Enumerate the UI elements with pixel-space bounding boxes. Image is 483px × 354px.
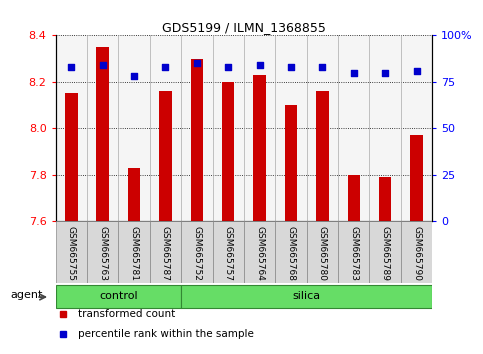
Text: agent: agent <box>10 290 43 300</box>
Point <box>193 61 201 66</box>
Text: GSM665752: GSM665752 <box>192 226 201 281</box>
FancyBboxPatch shape <box>307 221 338 283</box>
Bar <box>222 82 235 221</box>
Point <box>130 73 138 79</box>
Text: GSM665787: GSM665787 <box>161 226 170 281</box>
Point <box>319 64 327 70</box>
FancyBboxPatch shape <box>118 221 150 283</box>
Text: silica: silica <box>293 291 321 302</box>
Bar <box>128 168 141 221</box>
FancyBboxPatch shape <box>56 221 87 283</box>
Point <box>350 70 357 75</box>
Title: GDS5199 / ILMN_1368855: GDS5199 / ILMN_1368855 <box>162 21 326 34</box>
Bar <box>348 175 360 221</box>
Bar <box>253 75 266 221</box>
FancyBboxPatch shape <box>369 221 401 283</box>
Bar <box>411 135 423 221</box>
Point <box>382 70 389 75</box>
Text: GSM665764: GSM665764 <box>255 226 264 281</box>
Text: GSM665789: GSM665789 <box>381 226 390 281</box>
FancyBboxPatch shape <box>275 221 307 283</box>
Text: GSM665757: GSM665757 <box>224 226 233 281</box>
Point <box>161 64 170 70</box>
Point <box>68 64 75 70</box>
Bar <box>65 93 78 221</box>
FancyBboxPatch shape <box>213 221 244 283</box>
Text: percentile rank within the sample: percentile rank within the sample <box>78 329 254 339</box>
Text: GSM665781: GSM665781 <box>129 226 139 281</box>
Bar <box>285 105 298 221</box>
Point <box>99 62 107 68</box>
Point <box>287 64 295 70</box>
Text: transformed count: transformed count <box>78 309 175 319</box>
FancyBboxPatch shape <box>181 221 213 283</box>
FancyBboxPatch shape <box>401 221 432 283</box>
FancyBboxPatch shape <box>244 221 275 283</box>
Bar <box>159 91 172 221</box>
Text: GSM665763: GSM665763 <box>98 226 107 281</box>
FancyBboxPatch shape <box>181 285 432 308</box>
FancyBboxPatch shape <box>56 285 181 308</box>
Text: GSM665790: GSM665790 <box>412 226 421 281</box>
FancyBboxPatch shape <box>338 221 369 283</box>
Text: GSM665755: GSM665755 <box>67 226 76 281</box>
Bar <box>97 47 109 221</box>
FancyBboxPatch shape <box>150 221 181 283</box>
Point <box>256 62 264 68</box>
Text: GSM665783: GSM665783 <box>349 226 358 281</box>
Point <box>224 64 232 70</box>
Text: control: control <box>99 291 138 302</box>
Bar <box>379 177 391 221</box>
Bar <box>316 91 329 221</box>
Point <box>412 68 420 74</box>
Text: GSM665780: GSM665780 <box>318 226 327 281</box>
FancyBboxPatch shape <box>87 221 118 283</box>
Bar <box>190 59 203 221</box>
Text: GSM665768: GSM665768 <box>286 226 296 281</box>
